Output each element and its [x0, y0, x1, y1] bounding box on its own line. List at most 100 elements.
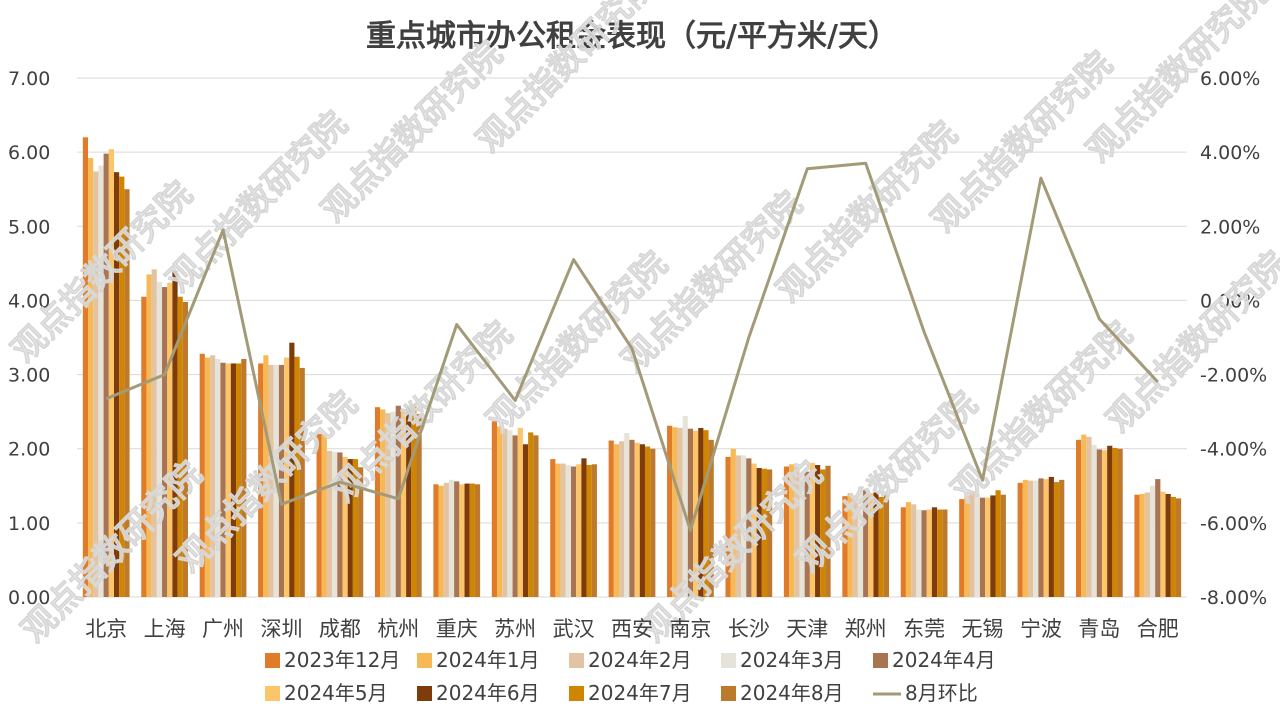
bar — [1017, 482, 1023, 597]
bar — [469, 483, 475, 597]
bar — [352, 459, 359, 597]
category-label: 东莞 — [903, 617, 945, 641]
bar — [667, 425, 673, 597]
bar — [268, 364, 274, 597]
bar — [119, 176, 125, 598]
bar — [1053, 482, 1060, 597]
legend-swatch — [417, 653, 432, 668]
bar — [842, 496, 848, 597]
bar — [794, 467, 800, 597]
bar — [937, 509, 943, 597]
bar — [570, 466, 577, 597]
bar — [863, 490, 869, 597]
left-tick-label: 4.00 — [8, 290, 50, 312]
left-tick-label: 5.00 — [8, 216, 50, 238]
bar — [220, 362, 226, 597]
bar — [650, 448, 656, 597]
bar — [825, 465, 831, 597]
bar — [210, 355, 216, 597]
left-tick-label: 7.00 — [8, 68, 50, 90]
bar — [1048, 476, 1054, 597]
bar — [613, 444, 620, 597]
bar — [204, 357, 211, 597]
bar — [93, 171, 99, 598]
bar — [639, 444, 645, 597]
legend-swatch — [721, 686, 736, 701]
bar — [624, 433, 630, 597]
right-tick-label: 0.00% — [1200, 290, 1260, 312]
bar — [746, 458, 752, 597]
bar — [448, 479, 455, 597]
bar — [156, 281, 163, 597]
bar — [88, 158, 94, 597]
bar — [528, 432, 534, 597]
bar — [857, 486, 864, 597]
bar — [581, 458, 587, 597]
bar — [236, 363, 242, 597]
bar — [751, 463, 757, 597]
right-tick-label: -8.00% — [1200, 587, 1267, 609]
legend-swatch — [721, 653, 736, 668]
bar — [608, 440, 614, 597]
category-label: 宁波 — [1020, 617, 1062, 641]
bar — [576, 464, 582, 597]
bar — [1139, 493, 1145, 597]
bar — [1022, 479, 1028, 597]
bar — [916, 509, 922, 597]
bar — [677, 427, 683, 597]
legend-label: 2024年5月 — [284, 681, 388, 705]
bar — [459, 484, 465, 597]
bar — [565, 465, 571, 597]
category-label: 南京 — [669, 617, 711, 641]
bar — [406, 407, 412, 597]
right-tick-label: -6.00% — [1200, 513, 1267, 535]
bar — [990, 495, 996, 597]
category-label: 青岛 — [1078, 617, 1120, 641]
bar — [1165, 493, 1171, 597]
bar — [878, 496, 884, 597]
bar — [411, 404, 417, 597]
bar — [1081, 434, 1087, 597]
bar — [799, 473, 805, 597]
bar — [358, 467, 364, 597]
right-tick-label: 4.00% — [1200, 142, 1260, 164]
right-tick-label: 2.00% — [1200, 216, 1260, 238]
category-label: 合肥 — [1137, 617, 1179, 641]
bar — [1175, 498, 1182, 597]
left-tick-label: 0.00 — [8, 587, 50, 609]
bar — [1134, 494, 1140, 597]
left-axis-ticks: 0.00 1.00 2.00 3.00 4.00 5.00 6.00 7.00 — [8, 68, 50, 609]
category-label: 广州 — [202, 617, 244, 641]
bar — [380, 409, 386, 597]
category-label: 郑州 — [845, 617, 887, 641]
bar — [634, 442, 640, 597]
legend-item: 2024年8月 — [721, 681, 844, 705]
bar — [517, 427, 523, 597]
bar — [172, 270, 178, 597]
bar — [1086, 436, 1092, 597]
bar — [151, 269, 157, 597]
bar — [969, 490, 975, 597]
left-tick-label: 1.00 — [8, 513, 50, 535]
bar — [464, 483, 470, 597]
legend-item: 2024年5月 — [265, 681, 388, 705]
bar — [390, 411, 396, 597]
bar — [337, 452, 343, 597]
category-label: 杭州 — [377, 617, 419, 641]
bar — [741, 455, 747, 597]
bar — [900, 507, 906, 597]
bar — [299, 367, 305, 597]
bar — [921, 510, 927, 597]
bar — [974, 493, 980, 597]
category-label: 长沙 — [728, 617, 770, 641]
bar — [141, 296, 147, 597]
category-label: 苏州 — [494, 617, 536, 641]
legend-item: 2024年4月 — [873, 648, 996, 672]
bar — [1150, 485, 1156, 597]
bar — [761, 468, 768, 597]
bar — [316, 433, 322, 597]
line-series — [105, 161, 1159, 532]
bar — [533, 435, 539, 597]
left-tick-label: 2.00 — [8, 439, 50, 461]
bar — [395, 405, 401, 597]
